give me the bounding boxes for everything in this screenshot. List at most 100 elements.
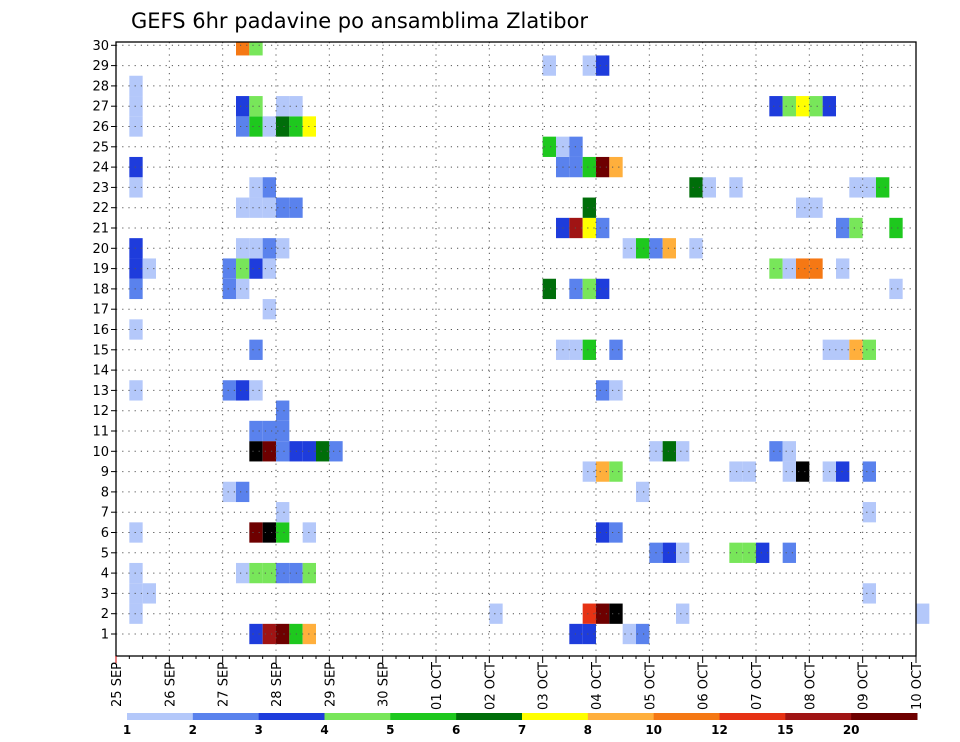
precip-cell [316, 441, 330, 462]
precip-cell [596, 380, 610, 401]
precip-cell [129, 75, 143, 97]
precip-cell [262, 116, 276, 137]
precip-cell [262, 177, 276, 198]
precip-cell [596, 217, 610, 239]
precip-cell [889, 217, 903, 239]
precip-cell [249, 238, 263, 259]
precip-cell [582, 603, 596, 624]
precip-cell [129, 278, 143, 300]
precip-cell [236, 278, 250, 300]
legend-swatch [851, 713, 918, 720]
x-tick-label: 25 SEP [110, 662, 125, 707]
legend-swatch [587, 713, 655, 720]
precip-cell [236, 116, 250, 137]
precip-cell [249, 42, 263, 56]
precip-cell [796, 258, 810, 279]
precip-cell [276, 197, 290, 218]
precip-cell [262, 623, 276, 645]
precip-cell [236, 258, 250, 279]
precip-cell [276, 623, 290, 645]
legend-swatch [719, 713, 786, 720]
precip-cell [862, 461, 876, 482]
precip-cell [702, 177, 716, 198]
precip-cell [582, 461, 596, 482]
x-tick-label: 05 OCT [643, 662, 658, 710]
y-tick-label: 2 [101, 607, 109, 622]
legend-label: 20 [843, 723, 860, 737]
y-tick-label: 3 [101, 587, 109, 602]
precip-cell [836, 217, 850, 239]
y-tick-label: 18 [92, 282, 109, 297]
precip-cell [596, 55, 610, 76]
precip-cell [249, 177, 263, 198]
precip-cell [142, 583, 156, 604]
y-tick-label: 19 [92, 262, 109, 277]
precip-cell [542, 136, 556, 157]
precip-cell [782, 441, 796, 462]
precip-cell [129, 116, 143, 137]
precip-cell [129, 603, 143, 624]
precip-cell [769, 441, 783, 462]
precip-cell [769, 96, 783, 117]
precip-cell [262, 197, 276, 218]
precip-cell [236, 380, 250, 401]
precip-cell [849, 339, 863, 360]
x-tick-label: 09 OCT [857, 662, 872, 710]
precip-cell [782, 461, 796, 482]
precip-cell [809, 197, 823, 218]
precip-cell [276, 116, 290, 137]
precip-cell [582, 339, 596, 360]
precip-cell [916, 603, 930, 624]
precip-cell [662, 238, 676, 259]
precip-cell [729, 461, 743, 482]
precip-cell [222, 481, 236, 503]
precip-cell [609, 603, 623, 624]
legend-label: 7 [518, 723, 526, 737]
precip-cell [849, 217, 863, 239]
legend-label: 1 [123, 723, 131, 737]
precip-cell [129, 258, 143, 279]
precip-cell [622, 238, 636, 259]
x-tick-label: 26 SEP [163, 662, 178, 707]
precip-cell [129, 156, 143, 178]
legend-swatch [456, 713, 523, 720]
precip-cell [249, 96, 263, 117]
precip-cell [782, 96, 796, 117]
x-tick-label: 07 OCT [750, 662, 765, 710]
legend-label: 5 [386, 723, 394, 737]
precip-cell [729, 177, 743, 198]
precip-cell [236, 96, 250, 117]
precip-cell [876, 177, 890, 198]
legend-swatch [390, 713, 457, 720]
legend-label: 8 [584, 723, 592, 737]
precip-cell [729, 542, 743, 563]
y-tick-label: 21 [92, 222, 109, 237]
precip-cell [862, 583, 876, 604]
legend-swatch [324, 713, 391, 720]
x-tick-label: 10 OCT [910, 662, 925, 710]
precip-cell [222, 258, 236, 279]
precip-cell [249, 258, 263, 279]
precip-cell [249, 420, 263, 442]
x-tick-label: 06 OCT [697, 662, 712, 710]
y-tick-label: 11 [92, 425, 109, 440]
precip-cell [276, 502, 290, 523]
y-tick-label: 24 [92, 161, 109, 176]
y-axis: 1234567891011121314151617181920212223242… [92, 39, 116, 643]
precip-cell [262, 522, 276, 543]
precip-cell [689, 177, 703, 198]
precip-cell [262, 258, 276, 279]
y-tick-label: 8 [101, 485, 109, 500]
precip-cell [276, 441, 290, 462]
precip-cell [249, 562, 263, 584]
precip-cell [636, 623, 650, 645]
y-tick-label: 15 [92, 343, 109, 358]
precip-cell [596, 522, 610, 543]
precip-cell [582, 278, 596, 300]
y-tick-label: 26 [92, 120, 109, 135]
precip-cell [609, 339, 623, 360]
precip-cell [596, 461, 610, 482]
precip-cell [276, 400, 290, 421]
precip-cell [129, 96, 143, 117]
